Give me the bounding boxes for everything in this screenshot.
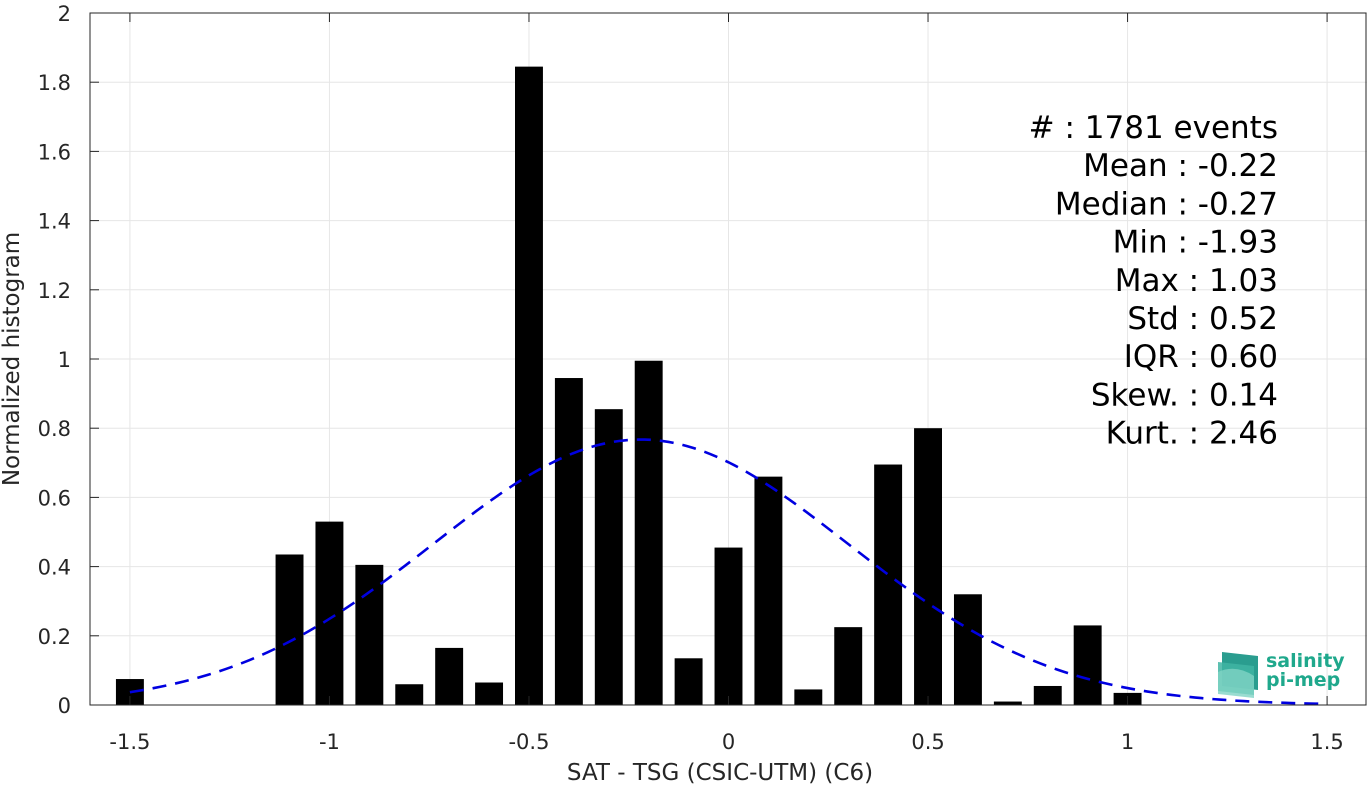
y-tick-label: 1.6 [38, 140, 71, 164]
stat-line: Median : -0.27 [1055, 186, 1278, 222]
y-tick-label: 2 [58, 2, 71, 26]
y-tick-label: 0.4 [38, 556, 71, 580]
histogram-bar [674, 658, 703, 705]
x-tick-label: 0.5 [911, 730, 944, 754]
y-tick-label: 0.8 [38, 417, 71, 441]
y-tick-labels: 0 0.2 0.4 0.6 0.8 1 1.2 1.4 1.6 1.8 2 [38, 2, 71, 718]
histogram-bar [874, 464, 903, 705]
histogram-bar [515, 66, 543, 705]
histogram-bar [554, 378, 583, 705]
histogram-bar [435, 647, 464, 705]
logo-line-1: salinity [1266, 650, 1345, 672]
stat-line: Std : 0.52 [1127, 301, 1278, 337]
x-tick-label: -1.5 [109, 730, 150, 754]
histogram-bar [714, 547, 743, 705]
y-tick-label: 1.8 [38, 71, 71, 95]
x-tick-label: 1.5 [1310, 730, 1343, 754]
stat-line: Min : -1.93 [1113, 225, 1278, 261]
histogram-bar [355, 564, 384, 705]
stat-line: IQR : 0.60 [1124, 339, 1278, 375]
y-tick-label: 1 [58, 348, 71, 372]
y-tick-label: 1.4 [38, 210, 71, 234]
x-tick-label: -1 [319, 730, 340, 754]
stat-line: Kurt. : 2.46 [1106, 416, 1278, 452]
salinity-pi-mep-logo: salinity pi-mep [1218, 650, 1345, 698]
histogram-bar [275, 554, 304, 705]
x-axis-title: SAT - TSG (CSIC-UTM) (C6) [567, 760, 873, 785]
stat-line: Max : 1.03 [1115, 263, 1278, 299]
histogram-bar [634, 360, 663, 705]
x-tick-label: 1 [1121, 730, 1134, 754]
histogram-bar [993, 701, 1022, 705]
histogram-bar [395, 684, 424, 705]
x-tick-labels: -1.5 -1 -0.5 0 0.5 1 1.5 [109, 730, 1343, 754]
histogram-bar [475, 682, 504, 705]
stat-line: # : 1781 events [1029, 110, 1278, 146]
histogram-bar [1033, 685, 1062, 705]
stat-line: Skew. : 0.14 [1091, 377, 1278, 413]
axes [89, 12, 1367, 706]
histogram-bar [315, 521, 344, 705]
x-tick-label: -0.5 [508, 730, 549, 754]
wave-logo-icon [1218, 652, 1258, 698]
y-tick-label: 1.2 [38, 279, 71, 303]
histogram-bar [914, 428, 942, 705]
y-tick-label: 0 [58, 694, 71, 718]
logo-line-2: pi-mep [1266, 669, 1340, 691]
histogram-bar [594, 409, 623, 705]
stat-line: Mean : -0.22 [1083, 148, 1278, 184]
y-tick-label: 0.2 [38, 625, 71, 649]
gaussian-fit-curve [129, 438, 1328, 706]
histogram-bar [754, 476, 783, 705]
histogram-bar [953, 594, 982, 705]
y-tick-label: 0.6 [38, 486, 71, 510]
y-axis-title: Normalized histogram [0, 232, 25, 486]
histogram-bar [794, 689, 823, 705]
histogram-bar [1073, 625, 1102, 705]
x-tick-label: 0 [722, 730, 735, 754]
histogram-bar [834, 627, 863, 705]
